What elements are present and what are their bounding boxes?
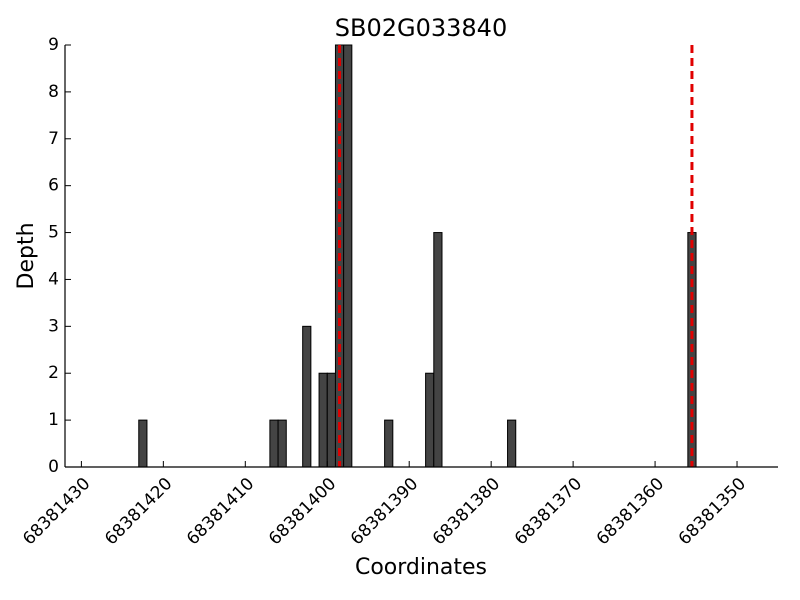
x-axis-label: Coordinates — [355, 555, 487, 580]
y-axis-label: Depth — [14, 222, 39, 289]
bar — [384, 419, 394, 468]
y-tick-label: 2 — [48, 363, 59, 383]
chart-title: SB02G033840 — [335, 14, 507, 42]
x-tick-label: 68381410 — [183, 474, 258, 549]
bar — [269, 419, 279, 468]
x-tick-label: 68381380 — [429, 474, 504, 549]
bar — [343, 44, 353, 468]
y-tick-label: 3 — [48, 316, 59, 336]
bar — [302, 325, 312, 468]
y-tick-label: 5 — [48, 223, 59, 243]
bar — [507, 419, 517, 468]
bar — [425, 372, 435, 468]
x-tick-label: 68381370 — [511, 474, 586, 549]
bar — [138, 419, 148, 468]
x-tick-label: 68381430 — [19, 474, 94, 549]
y-tick-label: 8 — [48, 82, 59, 102]
y-tick-label: 0 — [48, 457, 59, 477]
bar — [318, 372, 328, 468]
x-tick-label: 68381420 — [101, 474, 176, 549]
x-tick-label: 68381390 — [347, 474, 422, 549]
y-tick-label: 1 — [48, 410, 59, 430]
y-tick-label: 6 — [48, 176, 59, 196]
y-tick-label: 4 — [48, 269, 59, 289]
bar — [433, 232, 443, 468]
x-tick-label: 68381350 — [675, 474, 750, 549]
x-tick-label: 68381400 — [265, 474, 340, 549]
bar — [277, 419, 287, 468]
y-tick-label: 9 — [48, 35, 59, 55]
x-tick-label: 68381360 — [593, 474, 668, 549]
bar — [326, 372, 336, 468]
y-tick-label: 7 — [48, 129, 59, 149]
